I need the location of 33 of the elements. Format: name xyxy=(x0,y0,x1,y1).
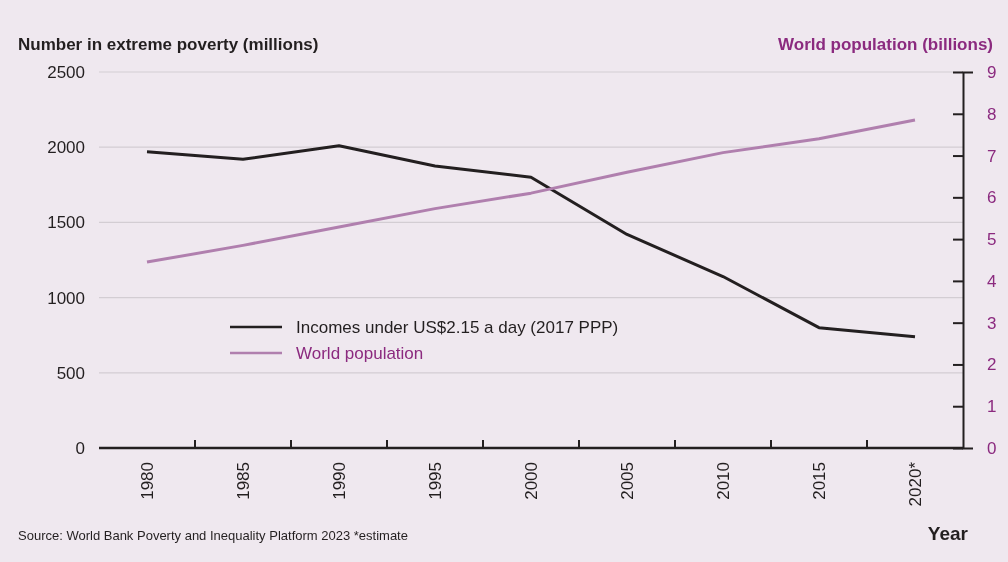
y2-tick-label: 0 xyxy=(987,438,997,458)
y2-tick-label: 1 xyxy=(987,397,997,417)
x-tick-label: 2005 xyxy=(618,462,637,500)
x-tick-label: 2010 xyxy=(714,462,733,500)
y2-tick-label: 7 xyxy=(987,146,997,166)
x-tick-label: 2020* xyxy=(906,461,925,507)
x-tick-label: 2000 xyxy=(522,462,541,500)
y2-tick-label: 4 xyxy=(987,271,997,291)
source-note: Source: World Bank Poverty and Inequality Platform 2023 *estimate xyxy=(18,528,408,543)
y2-tick-label: 2 xyxy=(987,355,997,375)
x-axis-title: Year xyxy=(927,523,969,544)
legend-label: World population xyxy=(296,344,424,363)
y-tick-label: 2000 xyxy=(47,138,85,158)
x-tick-label: 1985 xyxy=(234,462,253,500)
x-tick-label: 2015 xyxy=(810,462,829,500)
y2-tick-label: 8 xyxy=(987,104,997,124)
y2-tick-label: 6 xyxy=(987,188,997,208)
legend-label: Incomes under US$2.15 a day (2017 PPP) xyxy=(296,318,619,337)
y-axis-title: Number in extreme poverty (millions) xyxy=(18,35,319,54)
y-tick-label: 500 xyxy=(56,363,85,383)
y-tick-label: 2500 xyxy=(47,62,85,82)
x-tick-label: 1995 xyxy=(426,462,445,500)
line-series xyxy=(145,144,917,339)
y-tick-label: 1500 xyxy=(47,213,85,233)
y-tick-label: 1000 xyxy=(47,288,85,308)
y2-tick-label: 3 xyxy=(987,313,997,333)
x-tick-label: 1980 xyxy=(138,462,157,500)
y2-tick-label: 9 xyxy=(987,62,997,82)
y2-tick-label: 5 xyxy=(987,230,997,250)
line-series xyxy=(145,118,917,264)
y-tick-label: 0 xyxy=(75,438,85,458)
x-tick-label: 1990 xyxy=(330,462,349,500)
y2-axis-title: World population (billions) xyxy=(778,35,993,54)
